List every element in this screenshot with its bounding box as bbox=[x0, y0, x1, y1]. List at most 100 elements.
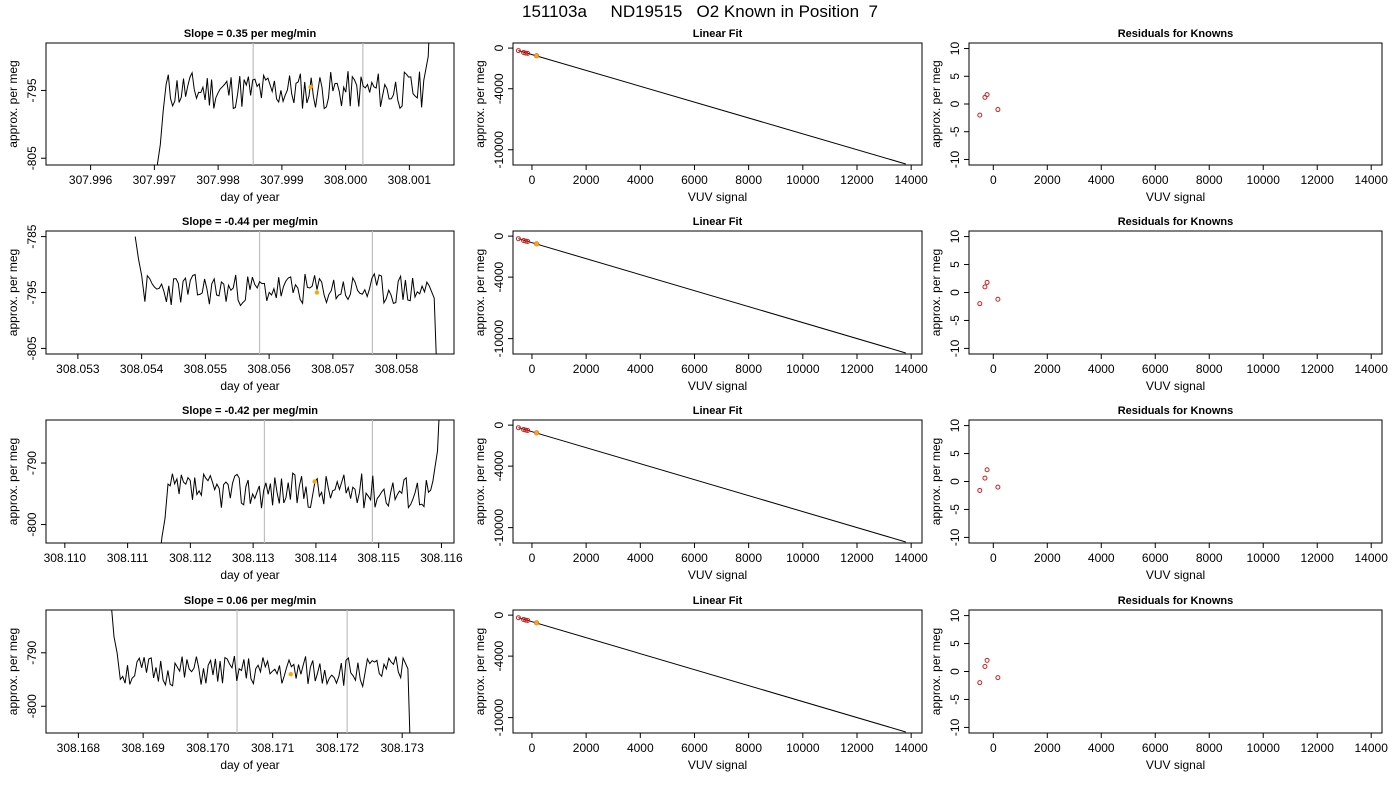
y-tick-label: -790 bbox=[25, 640, 39, 664]
x-tick-label: 12000 bbox=[1301, 741, 1335, 755]
residual-point bbox=[984, 92, 990, 98]
x-tick-label: 308.057 bbox=[311, 362, 355, 376]
y-tick-label: -790 bbox=[25, 451, 39, 475]
y-tick-label: 0 bbox=[492, 232, 506, 239]
selected-point-marker bbox=[534, 53, 539, 59]
plot-area bbox=[977, 92, 1001, 118]
x-tick-label: 14000 bbox=[1355, 362, 1389, 376]
panel-title: Slope = 0.35 per meg/min bbox=[184, 28, 317, 40]
x-tick-label: 0 bbox=[990, 551, 997, 565]
x-axis-label: VUV signal bbox=[688, 190, 747, 204]
x-tick-label: 307.998 bbox=[196, 173, 240, 187]
x-tick-label: 2000 bbox=[1034, 551, 1061, 565]
y-axis-label: approx. per meg bbox=[473, 60, 487, 147]
data-trace bbox=[134, 236, 437, 354]
panel-linearfit-0: Linear Fit 0 2000 4000 6000 8000 10000 12000 140… bbox=[473, 28, 928, 204]
fit-line bbox=[518, 617, 906, 733]
y-tick-label: -10000 bbox=[492, 320, 506, 358]
x-tick-label: 8000 bbox=[735, 551, 762, 565]
x-tick-label: 308.110 bbox=[44, 551, 87, 565]
panel-title: Linear Fit bbox=[693, 595, 743, 607]
plot-area bbox=[515, 236, 906, 354]
plot-area bbox=[515, 615, 906, 733]
selected-point-marker bbox=[534, 241, 539, 247]
x-tick-label: 308.056 bbox=[247, 362, 291, 376]
x-tick-label: 4000 bbox=[1088, 173, 1115, 187]
y-axis-label: approx. per meg bbox=[929, 249, 943, 336]
plot-area bbox=[977, 657, 1001, 686]
y-tick-label: -5 bbox=[948, 126, 962, 137]
x-tick-label: 6000 bbox=[681, 362, 708, 376]
y-tick-label: -10000 bbox=[492, 509, 506, 547]
plot-frame bbox=[512, 42, 923, 166]
y-tick-label: -10000 bbox=[492, 699, 506, 737]
x-tick-label: 4000 bbox=[627, 362, 654, 376]
known-point bbox=[515, 48, 521, 54]
x-axis-label: VUV signal bbox=[1146, 758, 1205, 772]
plot-frame bbox=[512, 419, 923, 544]
x-tick-label: 6000 bbox=[1142, 362, 1169, 376]
data-trace bbox=[156, 43, 430, 165]
plot-frame bbox=[512, 230, 923, 355]
x-tick-label: 308.054 bbox=[120, 362, 164, 376]
y-tick-label: 0 bbox=[948, 478, 962, 485]
x-tick-label: 307.999 bbox=[260, 173, 304, 187]
x-tick-label: 10000 bbox=[1247, 741, 1281, 755]
x-tick-label: 308.058 bbox=[375, 362, 419, 376]
residual-point bbox=[984, 657, 990, 663]
x-tick-label: 14000 bbox=[1355, 173, 1389, 187]
x-tick-label: 308.055 bbox=[184, 362, 228, 376]
panel-title: Linear Fit bbox=[693, 405, 743, 417]
residual-point bbox=[982, 284, 988, 290]
x-tick-label: 4000 bbox=[627, 173, 654, 187]
x-tick-label: 8000 bbox=[1196, 362, 1223, 376]
y-tick-label: -10000 bbox=[492, 131, 506, 169]
panel-linearfit-1: Linear Fit 0 2000 4000 6000 8000 10000 12000 140… bbox=[473, 216, 928, 393]
residual-point bbox=[982, 663, 988, 669]
known-point bbox=[523, 50, 529, 56]
x-tick-label: 308.116 bbox=[420, 551, 463, 565]
x-tick-label: 6000 bbox=[681, 551, 708, 565]
y-axis-label: approx. per meg bbox=[473, 249, 487, 336]
panel-title: Residuals for Knowns bbox=[1118, 405, 1234, 417]
y-tick-label: -795 bbox=[25, 78, 39, 102]
y-axis-label: approx. per meg bbox=[929, 438, 943, 525]
y-axis-label: approx. per meg bbox=[6, 60, 20, 147]
x-tick-label: 308.001 bbox=[388, 173, 432, 187]
x-tick-label: 10000 bbox=[1247, 173, 1281, 187]
x-tick-label: 8000 bbox=[1196, 741, 1223, 755]
plot-frame bbox=[45, 609, 455, 734]
plot-area bbox=[160, 420, 440, 543]
y-tick-label: 10 bbox=[948, 230, 962, 244]
x-tick-label: 12000 bbox=[840, 362, 874, 376]
x-tick-label: 0 bbox=[529, 741, 536, 755]
x-tick-label: 4000 bbox=[1088, 741, 1115, 755]
y-tick-label: 0 bbox=[948, 668, 962, 675]
x-tick-label: 0 bbox=[529, 362, 536, 376]
residual-point bbox=[995, 484, 1001, 490]
x-tick-label: 308.053 bbox=[56, 362, 100, 376]
x-tick-label: 8000 bbox=[735, 741, 762, 755]
data-trace bbox=[111, 610, 411, 733]
x-tick-label: 308.170 bbox=[186, 741, 230, 755]
x-axis-label: day of year bbox=[220, 758, 279, 772]
x-tick-label: 10000 bbox=[786, 362, 820, 376]
y-axis-label: approx. per meg bbox=[473, 438, 487, 525]
x-tick-label: 6000 bbox=[1142, 173, 1169, 187]
x-axis-label: VUV signal bbox=[688, 379, 747, 393]
x-tick-label: 2000 bbox=[573, 741, 600, 755]
panel-title: Slope = 0.06 per meg/min bbox=[184, 595, 317, 607]
y-tick-label: -4000 bbox=[492, 73, 506, 104]
residual-point bbox=[984, 467, 990, 473]
x-tick-label: 2000 bbox=[1034, 362, 1061, 376]
x-tick-label: 14000 bbox=[894, 551, 928, 565]
panel-timeseries-2: Slope = -0.42 per meg/min 308.110 308.111 3… bbox=[6, 405, 463, 582]
y-tick-label: -4000 bbox=[492, 450, 506, 481]
y-tick-label: 5 bbox=[948, 640, 962, 647]
y-tick-label: 10 bbox=[948, 609, 962, 623]
y-tick-label: 5 bbox=[948, 261, 962, 268]
plot-frame bbox=[968, 419, 1383, 544]
fit-line bbox=[518, 427, 906, 543]
